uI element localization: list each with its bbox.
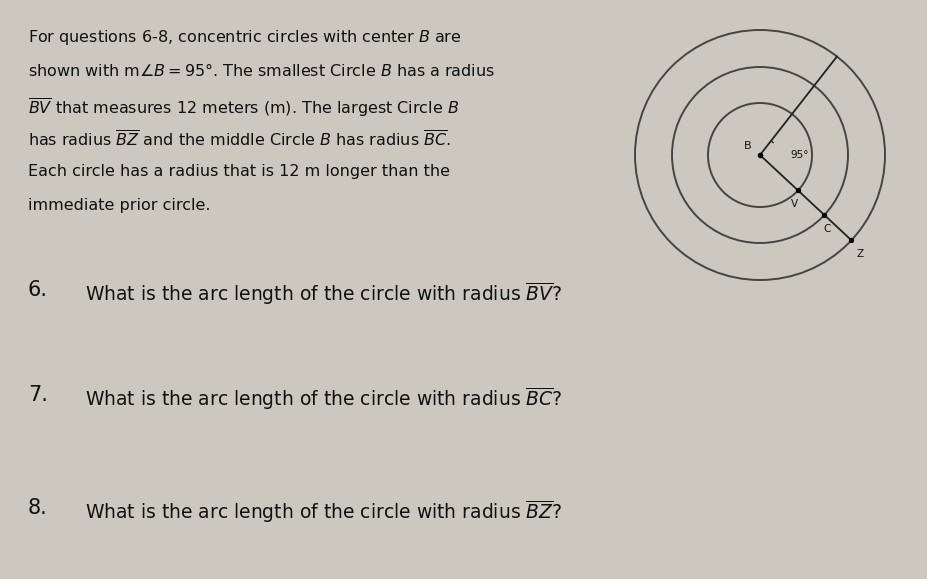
Text: shown with m$\angle B = 95°$. The smallest Circle $B$ has a radius: shown with m$\angle B = 95°$. The smalle…	[28, 62, 494, 79]
Text: B: B	[743, 141, 751, 151]
Text: immediate prior circle.: immediate prior circle.	[28, 198, 210, 213]
Text: V: V	[790, 199, 796, 210]
Text: 7.: 7.	[28, 385, 48, 405]
Text: 6.: 6.	[28, 280, 48, 300]
Text: $\overline{BV}$ that measures 12 meters (m). The largest Circle $B$: $\overline{BV}$ that measures 12 meters …	[28, 96, 459, 119]
Text: What is the arc length of the circle with radius $\overline{BZ}$?: What is the arc length of the circle wit…	[85, 498, 562, 525]
Text: has radius $\overline{BZ}$ and the middle Circle $B$ has radius $\overline{BC}$.: has radius $\overline{BZ}$ and the middl…	[28, 130, 451, 150]
Text: 95°: 95°	[789, 150, 807, 160]
Text: For questions 6-8, concentric circles with center $B$ are: For questions 6-8, concentric circles wi…	[28, 28, 461, 47]
Text: Z: Z	[856, 249, 863, 259]
Text: C: C	[823, 224, 831, 234]
Text: What is the arc length of the circle with radius $\overline{BC}$?: What is the arc length of the circle wit…	[85, 385, 562, 412]
Text: Each circle has a radius that is 12 m longer than the: Each circle has a radius that is 12 m lo…	[28, 164, 450, 179]
Text: 8.: 8.	[28, 498, 47, 518]
Text: What is the arc length of the circle with radius $\overline{BV}$?: What is the arc length of the circle wit…	[85, 280, 562, 307]
